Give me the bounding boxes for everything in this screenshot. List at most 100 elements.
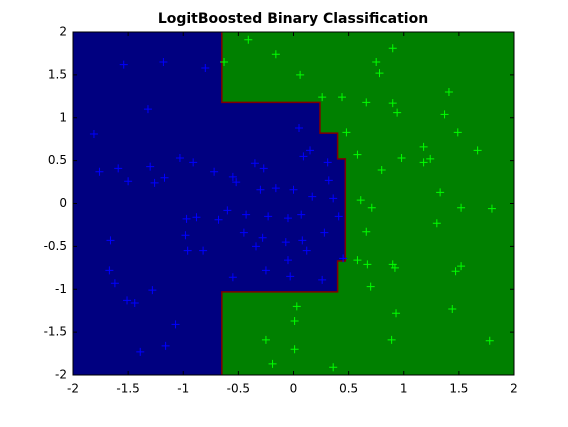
data-point xyxy=(114,164,123,173)
data-point xyxy=(338,93,347,102)
data-point xyxy=(183,246,192,255)
data-point xyxy=(289,185,298,194)
x-tick-label: 1 xyxy=(400,382,408,396)
y-tick-label: 0 xyxy=(59,196,67,210)
data-point xyxy=(295,124,304,133)
data-point xyxy=(432,219,441,228)
data-point xyxy=(182,214,191,223)
data-point xyxy=(259,164,268,173)
data-point xyxy=(228,273,237,282)
data-point xyxy=(292,302,301,311)
data-point xyxy=(136,347,145,356)
data-point xyxy=(353,150,362,159)
data-point xyxy=(161,341,170,350)
y-tick-label: -2 xyxy=(55,368,67,382)
data-point xyxy=(342,128,351,137)
data-point xyxy=(473,146,482,155)
data-point xyxy=(366,282,375,291)
data-point xyxy=(106,236,115,245)
data-point xyxy=(220,58,229,67)
data-point xyxy=(302,246,311,255)
data-point xyxy=(261,266,270,275)
data-point xyxy=(392,309,401,318)
data-point xyxy=(244,35,253,44)
data-point xyxy=(130,298,139,307)
data-point xyxy=(105,266,114,275)
data-point xyxy=(171,320,180,329)
y-tick-label: 1.5 xyxy=(48,67,67,81)
data-point xyxy=(367,203,376,212)
data-point xyxy=(250,159,259,168)
x-tick-label: 2 xyxy=(510,382,518,396)
data-point xyxy=(397,154,406,163)
data-point xyxy=(150,178,159,187)
data-point xyxy=(377,166,386,175)
x-tick-label: 0.5 xyxy=(339,382,358,396)
data-point xyxy=(444,88,453,97)
data-point xyxy=(283,256,292,265)
data-point xyxy=(457,262,466,271)
data-point xyxy=(485,336,494,345)
x-tick-label: -2 xyxy=(67,382,79,396)
data-point xyxy=(95,167,104,176)
data-point xyxy=(329,363,338,372)
data-point xyxy=(290,345,299,354)
data-point xyxy=(175,154,184,163)
data-point xyxy=(318,93,327,102)
data-point xyxy=(318,275,327,284)
data-point xyxy=(457,203,466,212)
data-point xyxy=(119,60,128,69)
data-point xyxy=(89,130,98,139)
data-point xyxy=(143,105,152,114)
data-point xyxy=(362,227,371,236)
data-point xyxy=(261,335,270,344)
x-tick-label: -0.5 xyxy=(227,382,250,396)
decision-boundary xyxy=(221,32,347,375)
data-point xyxy=(268,359,277,368)
data-point xyxy=(199,246,208,255)
data-point xyxy=(419,142,428,151)
data-point xyxy=(453,128,462,137)
y-tick-label: -0.5 xyxy=(44,239,67,253)
data-point xyxy=(214,215,223,224)
data-point xyxy=(159,58,168,67)
data-point xyxy=(487,204,496,213)
y-tick-label: 0.5 xyxy=(48,153,67,167)
data-point xyxy=(192,213,201,222)
data-point xyxy=(375,69,384,78)
data-point xyxy=(363,260,372,269)
decision-region xyxy=(73,32,346,375)
data-point xyxy=(283,214,292,223)
data-point xyxy=(388,44,397,53)
data-point xyxy=(252,242,261,251)
data-point xyxy=(242,210,251,219)
data-point xyxy=(362,98,371,107)
data-point xyxy=(290,316,299,325)
data-point xyxy=(228,172,237,181)
data-point xyxy=(323,158,332,167)
data-point xyxy=(223,206,232,215)
data-point xyxy=(320,228,329,237)
data-point xyxy=(181,231,190,240)
x-tick-label: 0 xyxy=(290,382,298,396)
data-point xyxy=(239,228,248,237)
data-point xyxy=(308,192,317,201)
y-tick-label: -1 xyxy=(55,282,67,296)
data-point xyxy=(393,108,402,117)
x-tick-label: -1.5 xyxy=(116,382,139,396)
data-point xyxy=(124,177,133,186)
data-point xyxy=(451,267,460,276)
data-point xyxy=(426,154,435,163)
data-point xyxy=(201,64,210,73)
y-tick-label: -1.5 xyxy=(44,325,67,339)
x-tick-label: 1.5 xyxy=(449,382,468,396)
data-point xyxy=(286,272,295,281)
data-point xyxy=(334,212,343,221)
data-point xyxy=(232,178,241,187)
data-point xyxy=(440,110,449,119)
data-point xyxy=(271,184,280,193)
data-point xyxy=(123,296,132,305)
data-point xyxy=(436,188,445,197)
